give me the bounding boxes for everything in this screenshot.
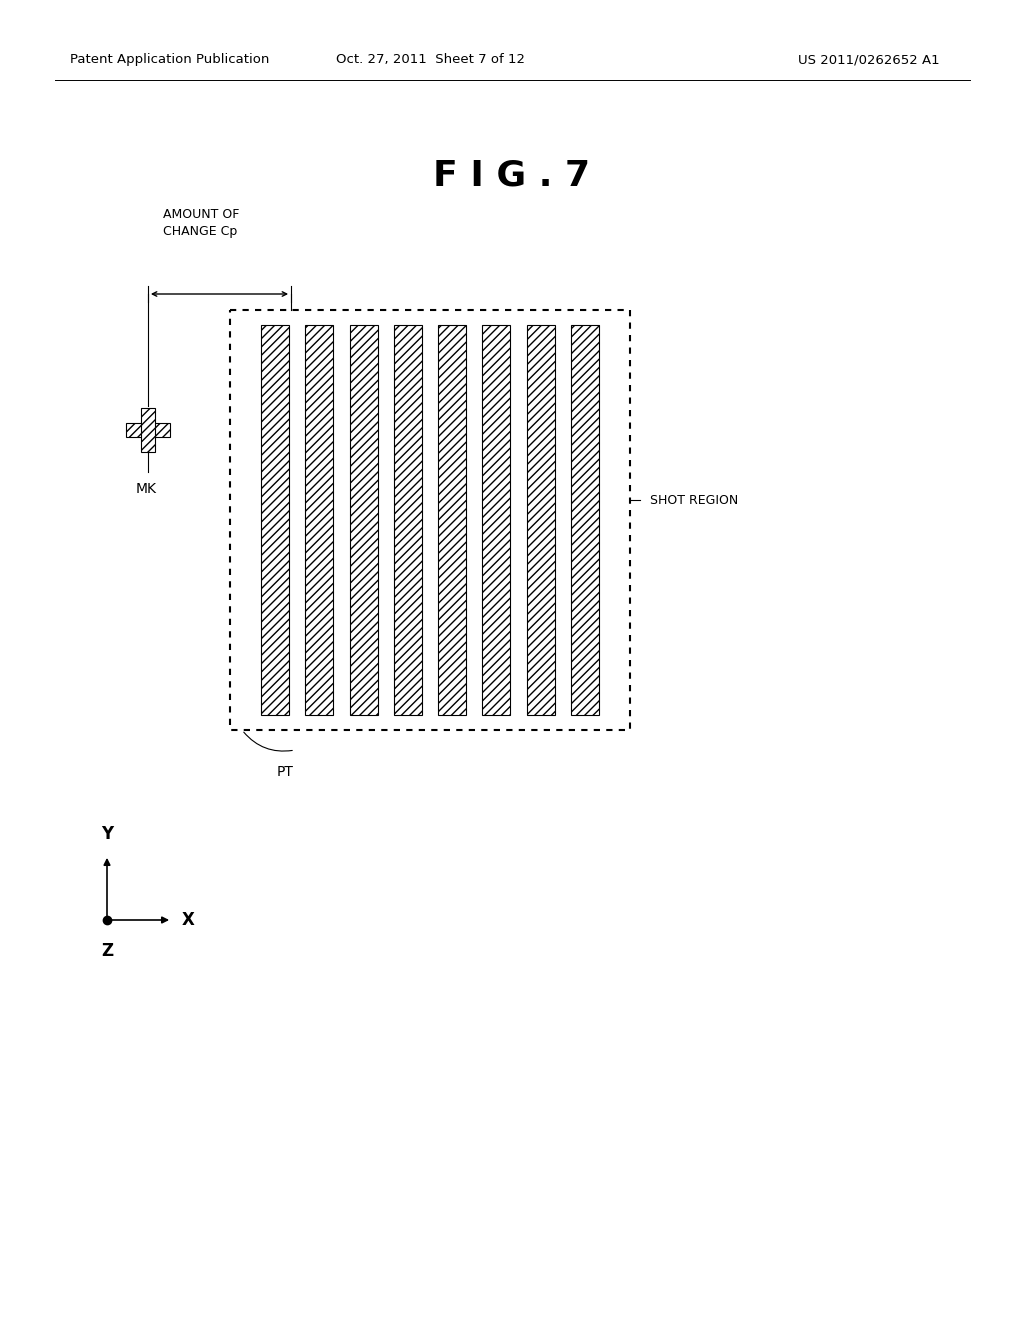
Text: Z: Z (101, 942, 113, 960)
Bar (394, 325, 422, 715)
Bar (570, 325, 599, 715)
Text: Oct. 27, 2011  Sheet 7 of 12: Oct. 27, 2011 Sheet 7 of 12 (336, 54, 524, 66)
Bar (526, 325, 555, 715)
Bar (305, 325, 334, 715)
Text: Patent Application Publication: Patent Application Publication (70, 54, 269, 66)
Text: Y: Y (101, 825, 113, 843)
Bar (438, 325, 466, 715)
Bar (230, 310, 630, 730)
Bar (261, 325, 289, 715)
Text: X: X (182, 911, 195, 929)
Text: US 2011/0262652 A1: US 2011/0262652 A1 (799, 54, 940, 66)
Bar (126, 422, 170, 437)
Bar (482, 325, 510, 715)
Text: AMOUNT OF
CHANGE Cp: AMOUNT OF CHANGE Cp (163, 209, 240, 238)
Text: MK: MK (136, 482, 157, 496)
Bar (141, 408, 155, 451)
Bar (349, 325, 378, 715)
Text: SHOT REGION: SHOT REGION (650, 494, 738, 507)
Text: PT: PT (276, 766, 294, 779)
Text: F I G . 7: F I G . 7 (433, 158, 591, 191)
